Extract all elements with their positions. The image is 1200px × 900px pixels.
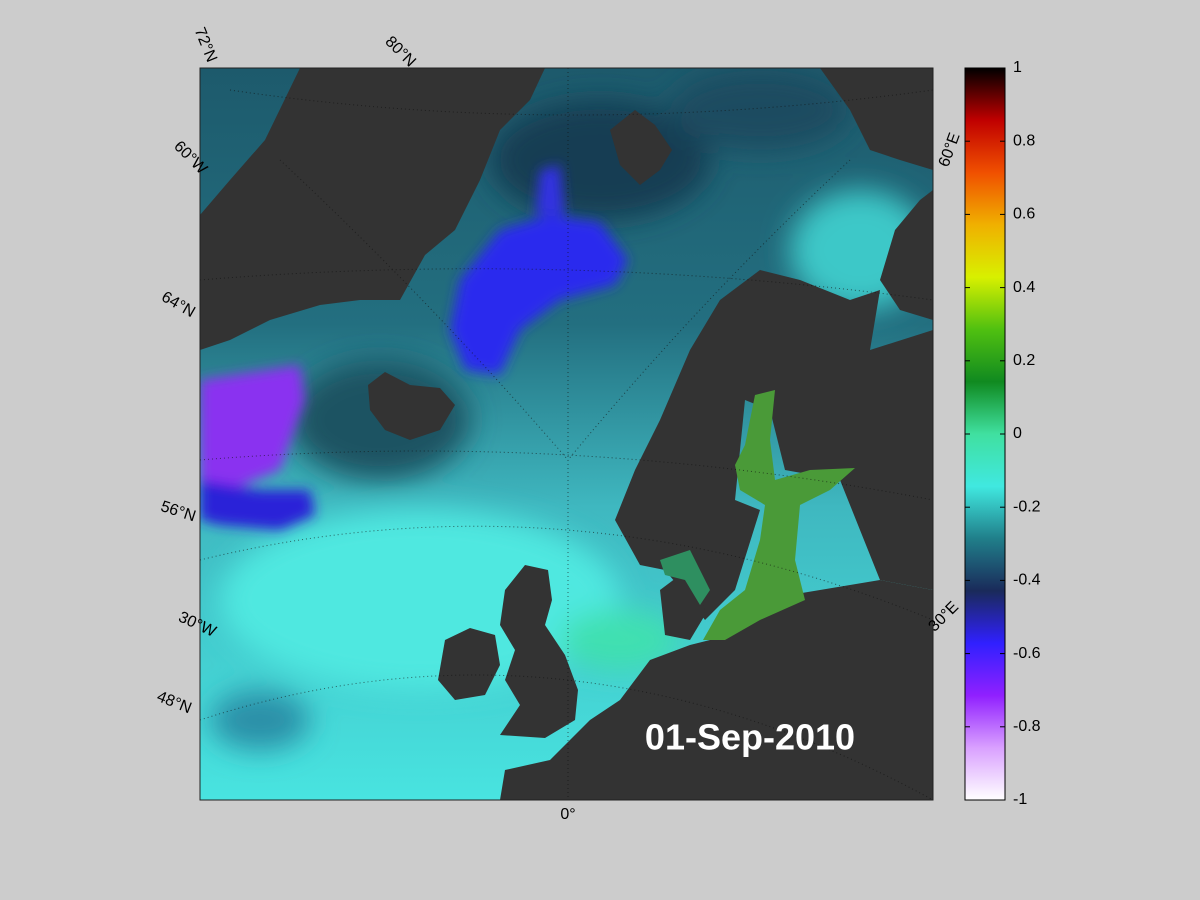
great-britain xyxy=(500,565,578,738)
graticule-label: 56°N xyxy=(158,498,197,525)
graticule-label: 48°N xyxy=(154,688,194,717)
graticule-label: 64°N xyxy=(158,288,197,321)
negative-anomaly xyxy=(200,165,628,530)
graticule-label: 72°N xyxy=(191,25,220,65)
map-area: 01-Sep-2010 xyxy=(200,68,933,800)
colorbar xyxy=(964,67,1006,801)
colorbar-tick-label: -1 xyxy=(1013,791,1027,808)
colorbar-tick-label: 0.6 xyxy=(1013,206,1035,223)
ireland xyxy=(438,628,500,700)
colorbar-tick-label: -0.4 xyxy=(1013,572,1041,589)
russia-east xyxy=(880,190,933,320)
date-label: 01-Sep-2010 xyxy=(645,717,855,758)
map-frame xyxy=(199,67,934,801)
scandinavia xyxy=(615,270,933,620)
colorbar-tick-label: -0.6 xyxy=(1013,645,1041,662)
colorbar-tick-label: 0 xyxy=(1013,425,1022,442)
svalbard xyxy=(610,110,672,185)
continental-europe xyxy=(500,580,933,800)
graticule-label: 0° xyxy=(560,806,575,823)
colorbar-tick-label: -0.2 xyxy=(1013,498,1041,515)
colorbar-tick-label: 0.2 xyxy=(1013,352,1035,369)
skagerrak xyxy=(660,550,710,605)
colorbar-tick-label: 0.4 xyxy=(1013,279,1035,296)
graticule-label: 80°N xyxy=(382,33,419,70)
colorbar-tick-label: -0.8 xyxy=(1013,718,1041,735)
graticule-label: 60°E xyxy=(936,131,964,170)
greenland xyxy=(200,68,545,350)
colorbar-tick-label: 1 xyxy=(1013,59,1022,76)
colorbar-tick-label: 0.8 xyxy=(1013,132,1035,149)
graticule xyxy=(200,68,933,800)
baltic-sea xyxy=(703,390,855,640)
iceland xyxy=(368,372,455,440)
